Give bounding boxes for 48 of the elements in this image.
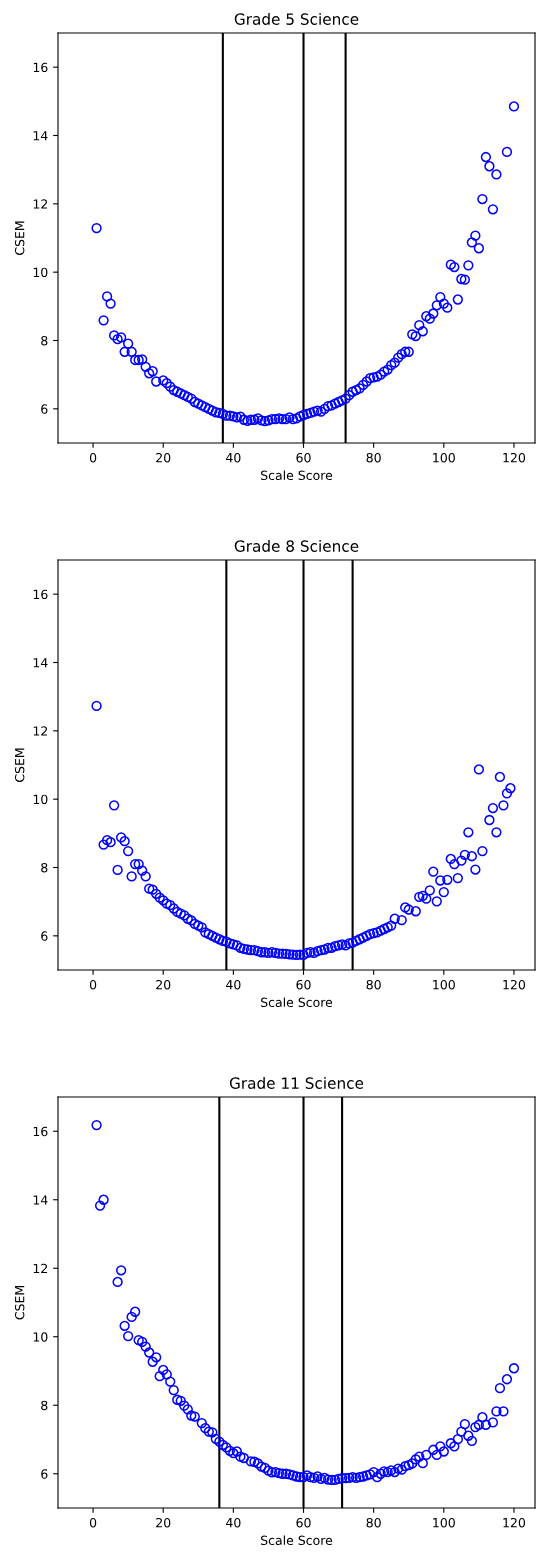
y-tick-label: 14	[33, 1195, 48, 1205]
x-tick-label: 60	[296, 979, 311, 990]
y-tick-label: 6	[41, 1469, 48, 1479]
x-tick-label: 40	[226, 979, 241, 990]
y-axis-title: CSEM	[14, 748, 25, 782]
y-tick-label: 14	[33, 131, 48, 141]
x-tick-label: 0	[89, 979, 97, 990]
x-axis-title: Scale Score	[261, 1535, 333, 1546]
x-tick-label: 20	[156, 979, 171, 990]
x-tick-label: 0	[89, 1517, 97, 1528]
y-tick-label: 8	[41, 862, 48, 873]
y-tick-label: 8	[41, 1400, 48, 1411]
y-tick-label: 12	[33, 199, 48, 209]
chart-title: Grade 11 Science	[229, 1077, 364, 1089]
x-tick-label: 100	[433, 1517, 455, 1528]
x-axis-title: Scale Score	[261, 470, 333, 481]
y-tick-label: 10	[33, 1332, 48, 1342]
y-axis-title: CSEM	[14, 1286, 25, 1320]
y-tick-label: 6	[41, 404, 48, 414]
y-tick-label: 10	[33, 794, 48, 805]
x-tick-label: 120	[503, 1517, 526, 1528]
x-tick-label: 80	[366, 452, 381, 463]
x-axis-title: Scale Score	[261, 997, 333, 1008]
y-tick-label: 12	[33, 1263, 48, 1273]
x-tick-label: 100	[433, 452, 455, 463]
x-tick-label: 0	[89, 452, 97, 463]
y-axis-title: CSEM	[14, 221, 25, 255]
x-tick-label: 60	[296, 452, 311, 463]
y-tick-label: 16	[33, 1126, 48, 1137]
x-tick-label: 60	[296, 1517, 311, 1528]
y-tick-label: 14	[33, 658, 48, 668]
chart-title: Grade 8 Science	[234, 540, 359, 552]
x-tick-label: 20	[156, 452, 171, 463]
x-tick-label: 40	[226, 452, 241, 463]
x-tick-label: 20	[156, 1517, 171, 1528]
y-tick-label: 8	[41, 335, 48, 346]
y-tick-label: 12	[33, 726, 48, 736]
chart-title: Grade 5 Science	[234, 13, 359, 25]
x-tick-label: 100	[433, 979, 455, 990]
x-tick-label: 120	[503, 452, 526, 463]
x-tick-label: 40	[226, 1517, 241, 1528]
y-tick-label: 6	[41, 931, 48, 941]
y-tick-label: 16	[33, 62, 48, 73]
x-tick-label: 120	[503, 979, 526, 990]
y-tick-label: 16	[33, 589, 48, 600]
y-tick-label: 10	[33, 267, 48, 278]
x-tick-label: 80	[366, 1517, 381, 1528]
x-tick-label: 80	[366, 979, 381, 990]
